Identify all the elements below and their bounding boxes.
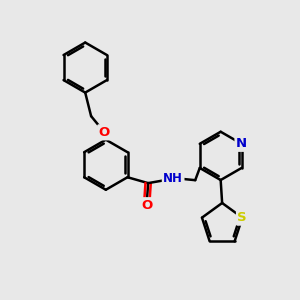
Text: S: S: [238, 211, 247, 224]
Text: NH: NH: [163, 172, 183, 185]
Text: O: O: [99, 126, 110, 139]
Text: N: N: [236, 137, 247, 150]
Text: O: O: [141, 199, 152, 212]
